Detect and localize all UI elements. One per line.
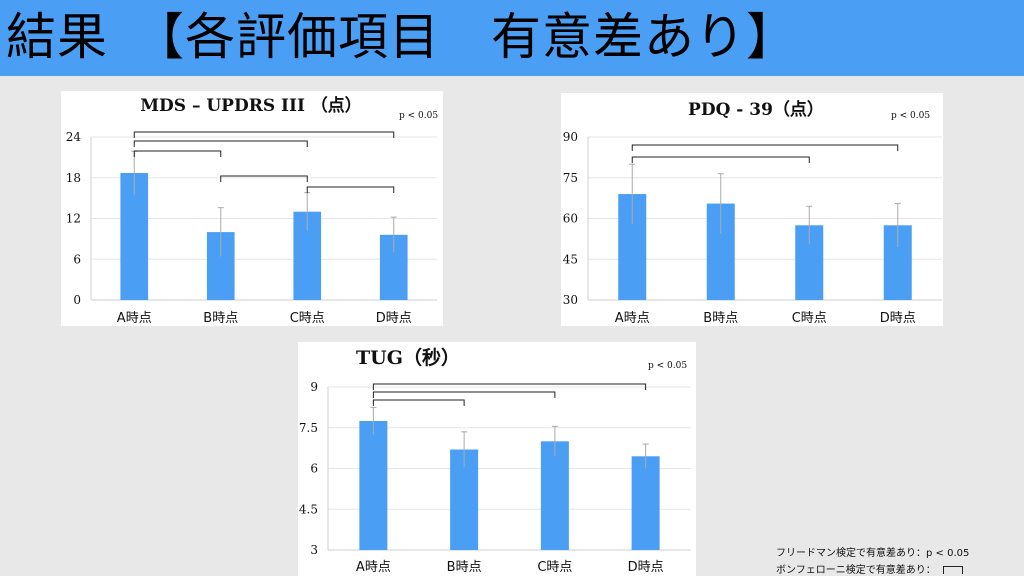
y-tick-label: 18: [66, 171, 81, 185]
y-tick-label: 45: [563, 252, 578, 266]
y-tick-label: 12: [66, 212, 81, 226]
x-category-label: C時点: [792, 311, 827, 326]
y-tick-label: 9: [310, 380, 318, 394]
x-category-label: C時点: [537, 560, 572, 575]
y-tick-label: 60: [563, 212, 578, 226]
x-category-label: D時点: [880, 311, 916, 326]
y-tick-label: 3: [310, 543, 318, 557]
significance-bracket: [133, 131, 395, 138]
bracket-symbol-icon: [942, 566, 963, 574]
significance-bracket: [372, 399, 465, 406]
x-category-label: D時点: [376, 311, 412, 326]
chart-title: TUG（秒）: [356, 346, 460, 369]
significance-note: p < 0.05: [648, 361, 687, 371]
bar-D時点: [631, 456, 660, 550]
y-tick-label: 6: [310, 462, 318, 476]
y-tick-label: 7.5: [299, 421, 318, 435]
y-tick-label: 24: [66, 130, 82, 144]
x-category-label: A時点: [117, 311, 152, 326]
slide-title: 結果 【各評価項目 有意差あり】: [6, 8, 797, 66]
x-category-label: A時点: [356, 560, 391, 575]
chart-tug: TUG（秒） p < 0.05 3 4.5 6 7.5 9 A時点 B時点 C時点 D時点: [299, 346, 691, 575]
header-bar: 結果 【各評価項目 有意差あり】: [0, 0, 1024, 76]
y-tick-label: 6: [73, 252, 81, 266]
significance-bracket: [631, 156, 810, 163]
chart-title: MDS – UPDRS III （点）: [140, 95, 362, 116]
y-tick-label: 75: [563, 171, 578, 185]
significance-note: p < 0.05: [399, 111, 438, 121]
chart-title: PDQ - 39（点）: [688, 99, 824, 120]
footnote-bonferroni: ボンフェローニ検定で有意差あり：: [776, 561, 963, 576]
y-tick-label: 0: [73, 293, 81, 307]
significance-bracket: [631, 144, 899, 151]
significance-note: p < 0.05: [891, 111, 930, 121]
chart-mds-updrs: MDS – UPDRS III （点） p < 0.05 0 6 12 18 24 A時点 B時…: [66, 95, 439, 326]
y-tick-label: 30: [563, 293, 578, 307]
bar-A時点: [359, 420, 388, 550]
footnote-bonferroni-text: ボンフェローニ検定で有意差あり：: [776, 565, 936, 576]
x-category-label: B時点: [703, 311, 738, 326]
significance-bracket: [220, 175, 308, 182]
x-category-label: D時点: [628, 560, 664, 575]
x-category-label: B時点: [203, 311, 238, 326]
x-category-label: B時点: [447, 560, 482, 575]
y-tick-label: 90: [563, 130, 578, 144]
significance-bracket: [372, 391, 556, 398]
footnote-friedman-text: フリードマン検定で有意差あり：p < 0.05: [776, 548, 970, 559]
footnote-friedman: フリードマン検定で有意差あり：p < 0.05: [776, 544, 969, 559]
chart-pdq39: PDQ - 39（点） p < 0.05 30 45 60 75 90 A時点 B時点 C時点 D時…: [563, 99, 942, 326]
significance-bracket: [133, 140, 308, 147]
significance-bracket: [306, 186, 395, 193]
chart-panel-tug: TUG（秒） p < 0.05 3 4.5 6 7.5 9 A時点 B時点 C時点 D時点: [298, 342, 696, 576]
chart-panel-mds-updrs: MDS – UPDRS III （点） p < 0.05 0 6 12 18 24 A時点 B時…: [61, 91, 443, 326]
x-category-label: C時点: [290, 311, 325, 326]
bar-C時点: [540, 441, 569, 550]
significance-bracket: [372, 383, 647, 390]
chart-panel-pdq39: PDQ - 39（点） p < 0.05 30 45 60 75 90 A時点 B時点 C時点 D時…: [561, 93, 943, 326]
significance-bracket: [133, 150, 222, 157]
x-category-label: A時点: [615, 311, 650, 326]
y-tick-label: 4.5: [299, 502, 318, 516]
